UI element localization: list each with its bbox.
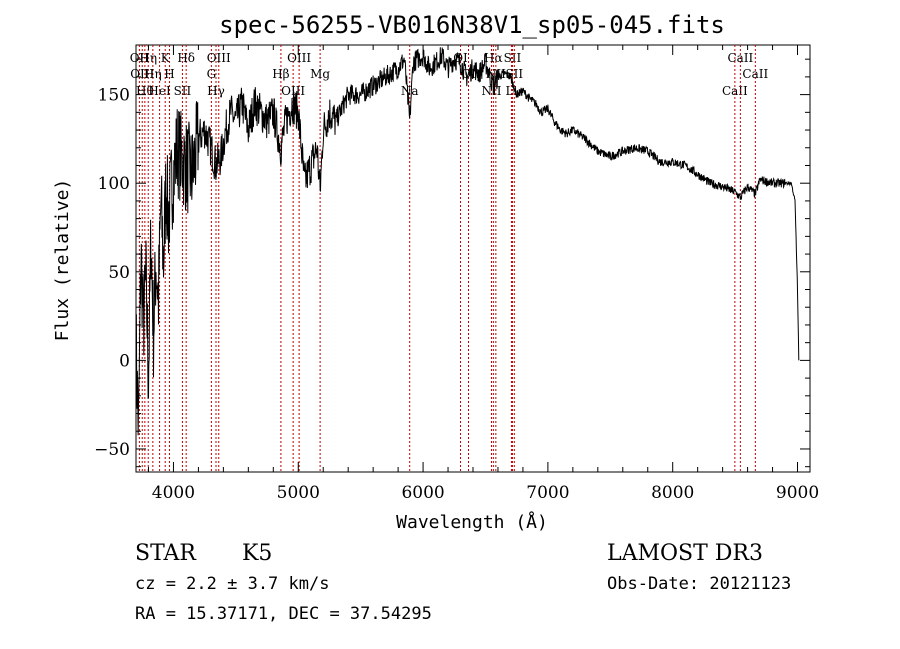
spectrum-line	[135, 47, 800, 436]
line-mark-label: Hη	[144, 67, 162, 81]
redshift-cz: cz = 2.2 ± 3.7 km/s	[135, 574, 329, 594]
line-mark-label: H	[164, 67, 174, 81]
survey-name: LAMOST DR3	[607, 541, 763, 566]
x-tick-label: 7000	[526, 483, 569, 503]
y-tick-label: −50	[94, 440, 130, 460]
line-mark-label: OIII	[207, 51, 231, 65]
line-mark-label: Li	[506, 84, 518, 98]
y-tick-label: 50	[108, 263, 130, 283]
line-mark-label: Hη	[139, 51, 157, 65]
line-mark-label: CaII	[742, 67, 768, 81]
line-mark-label: K	[161, 51, 171, 65]
chart-title: spec-56255-VB016N38V1_sp05-045.fits	[219, 11, 725, 39]
y-axis-label: Flux (relative)	[52, 179, 73, 342]
observation-date: Obs-Date: 20121123	[607, 574, 791, 594]
series-layer	[135, 47, 800, 436]
line-mark-label: G	[207, 67, 217, 81]
ra-dec-coordinates: RA = 15.37171, DEC = 37.54295	[135, 604, 432, 624]
x-tick-label: 8000	[651, 483, 694, 503]
line-mark-label: SII	[174, 84, 192, 98]
x-tick-label: 4000	[152, 483, 195, 503]
line-mark-label: Hα	[484, 51, 503, 65]
x-tick-label: 5000	[277, 483, 320, 503]
line-mark-label: CaII	[722, 84, 748, 98]
y-tick-label: 0	[119, 351, 130, 371]
line-mark-label: OIII	[287, 51, 311, 65]
line-mark-label: SII	[504, 51, 522, 65]
line-mark-label: Hβ	[272, 67, 289, 81]
x-tick-label: 6000	[401, 483, 444, 503]
line-mark-label: CaII	[727, 51, 753, 65]
y-tick-label: 100	[98, 174, 130, 194]
x-tick-label: 9000	[776, 483, 819, 503]
object-subclass: K5	[242, 541, 272, 566]
emission-line-marks: OIIOIIIHθHηHηHeIKHSIIHδGHγOIIIHβOIIIOIII…	[130, 45, 768, 472]
line-mark-label: Na	[401, 84, 419, 98]
axis-ticks: 4000 5000 6000 7000 8000 9000 −50 0 50 100 150	[94, 45, 819, 503]
y-tick-label: 150	[98, 86, 130, 106]
line-mark-label: Mg	[310, 67, 330, 81]
object-class: STAR	[135, 541, 197, 566]
line-mark-label: HeI	[148, 84, 171, 98]
line-mark-label: Hδ	[177, 51, 195, 65]
x-axis-label: Wavelength (Å)	[396, 511, 548, 533]
line-mark-label: Hγ	[207, 84, 225, 98]
